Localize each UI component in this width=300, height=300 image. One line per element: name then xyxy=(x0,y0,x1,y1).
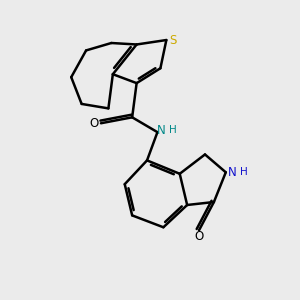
Text: N: N xyxy=(157,124,165,136)
Text: S: S xyxy=(169,34,177,46)
Text: H: H xyxy=(169,125,177,135)
Text: H: H xyxy=(240,167,248,177)
Text: O: O xyxy=(90,117,99,130)
Text: N: N xyxy=(228,166,237,179)
Text: O: O xyxy=(194,230,204,243)
